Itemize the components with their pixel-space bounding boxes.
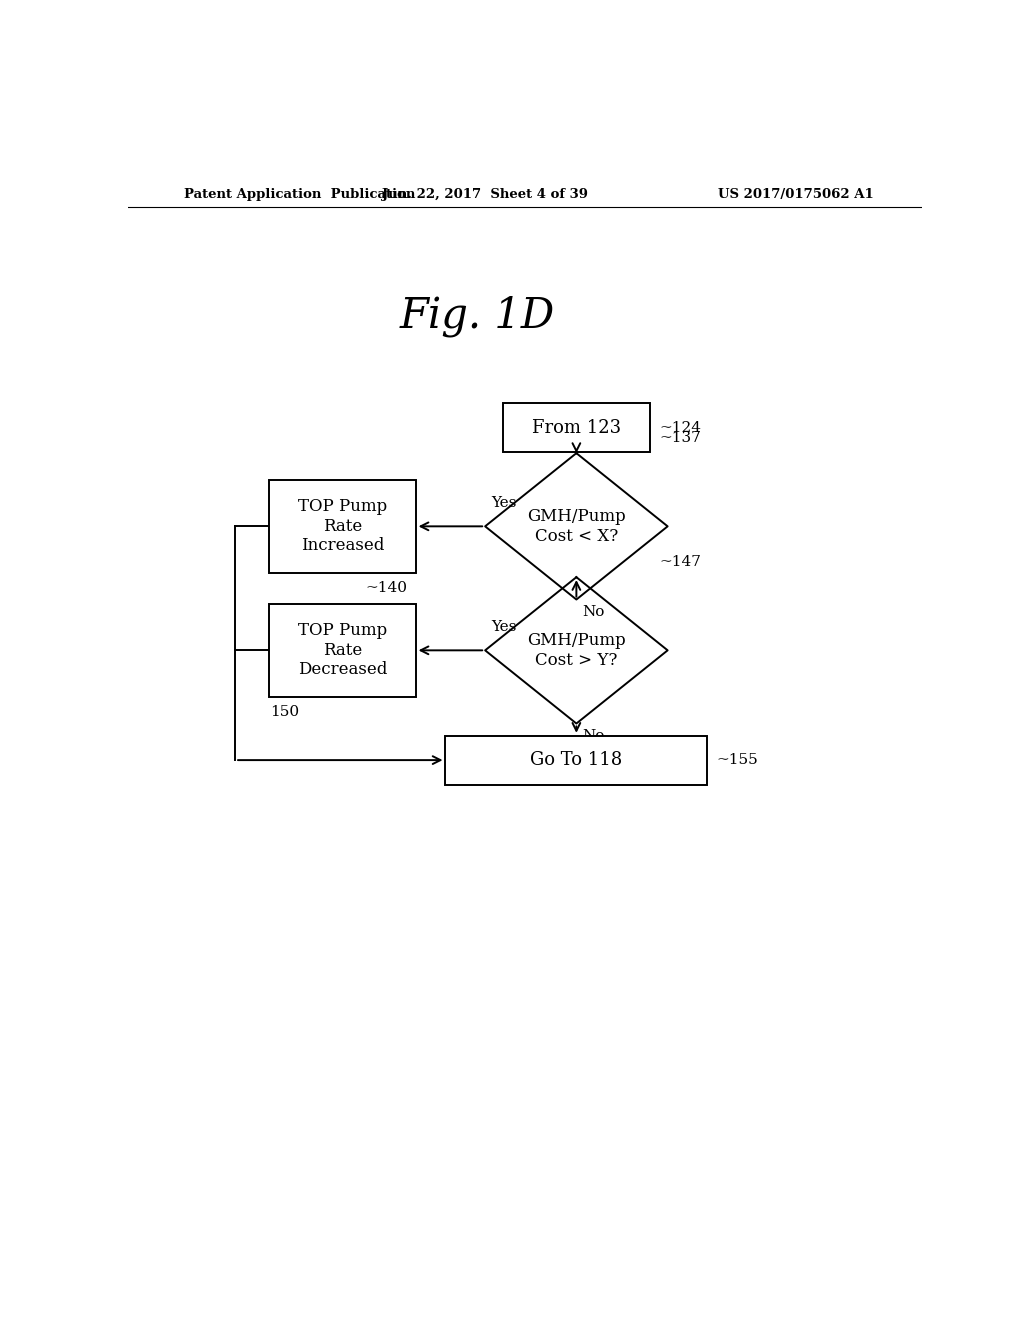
Text: GMH/Pump
Cost < X?: GMH/Pump Cost < X? xyxy=(527,508,626,545)
Text: GMH/Pump
Cost > Y?: GMH/Pump Cost > Y? xyxy=(527,632,626,669)
Text: Patent Application  Publication: Patent Application Publication xyxy=(183,189,415,202)
Text: Yes: Yes xyxy=(492,620,517,634)
Bar xyxy=(445,735,708,784)
Text: Jun. 22, 2017  Sheet 4 of 39: Jun. 22, 2017 Sheet 4 of 39 xyxy=(382,189,588,202)
Text: From 123: From 123 xyxy=(531,418,621,437)
Text: TOP Pump
Rate
Decreased: TOP Pump Rate Decreased xyxy=(298,622,387,678)
Text: ~147: ~147 xyxy=(659,554,701,569)
Text: US 2017/0175062 A1: US 2017/0175062 A1 xyxy=(718,189,873,202)
Bar xyxy=(503,404,650,453)
Text: ~137: ~137 xyxy=(659,432,701,445)
Text: ~155: ~155 xyxy=(717,754,759,767)
Text: Go To 118: Go To 118 xyxy=(530,751,623,770)
Text: No: No xyxy=(583,605,605,619)
Text: ~140: ~140 xyxy=(366,581,408,595)
Text: 150: 150 xyxy=(270,705,300,719)
Bar xyxy=(269,603,416,697)
Text: No: No xyxy=(583,729,605,743)
Text: ~124: ~124 xyxy=(659,421,701,434)
Text: TOP Pump
Rate
Increased: TOP Pump Rate Increased xyxy=(298,498,387,554)
Text: Yes: Yes xyxy=(492,496,517,510)
Bar xyxy=(269,479,416,573)
Text: Fig. 1D: Fig. 1D xyxy=(399,294,555,337)
